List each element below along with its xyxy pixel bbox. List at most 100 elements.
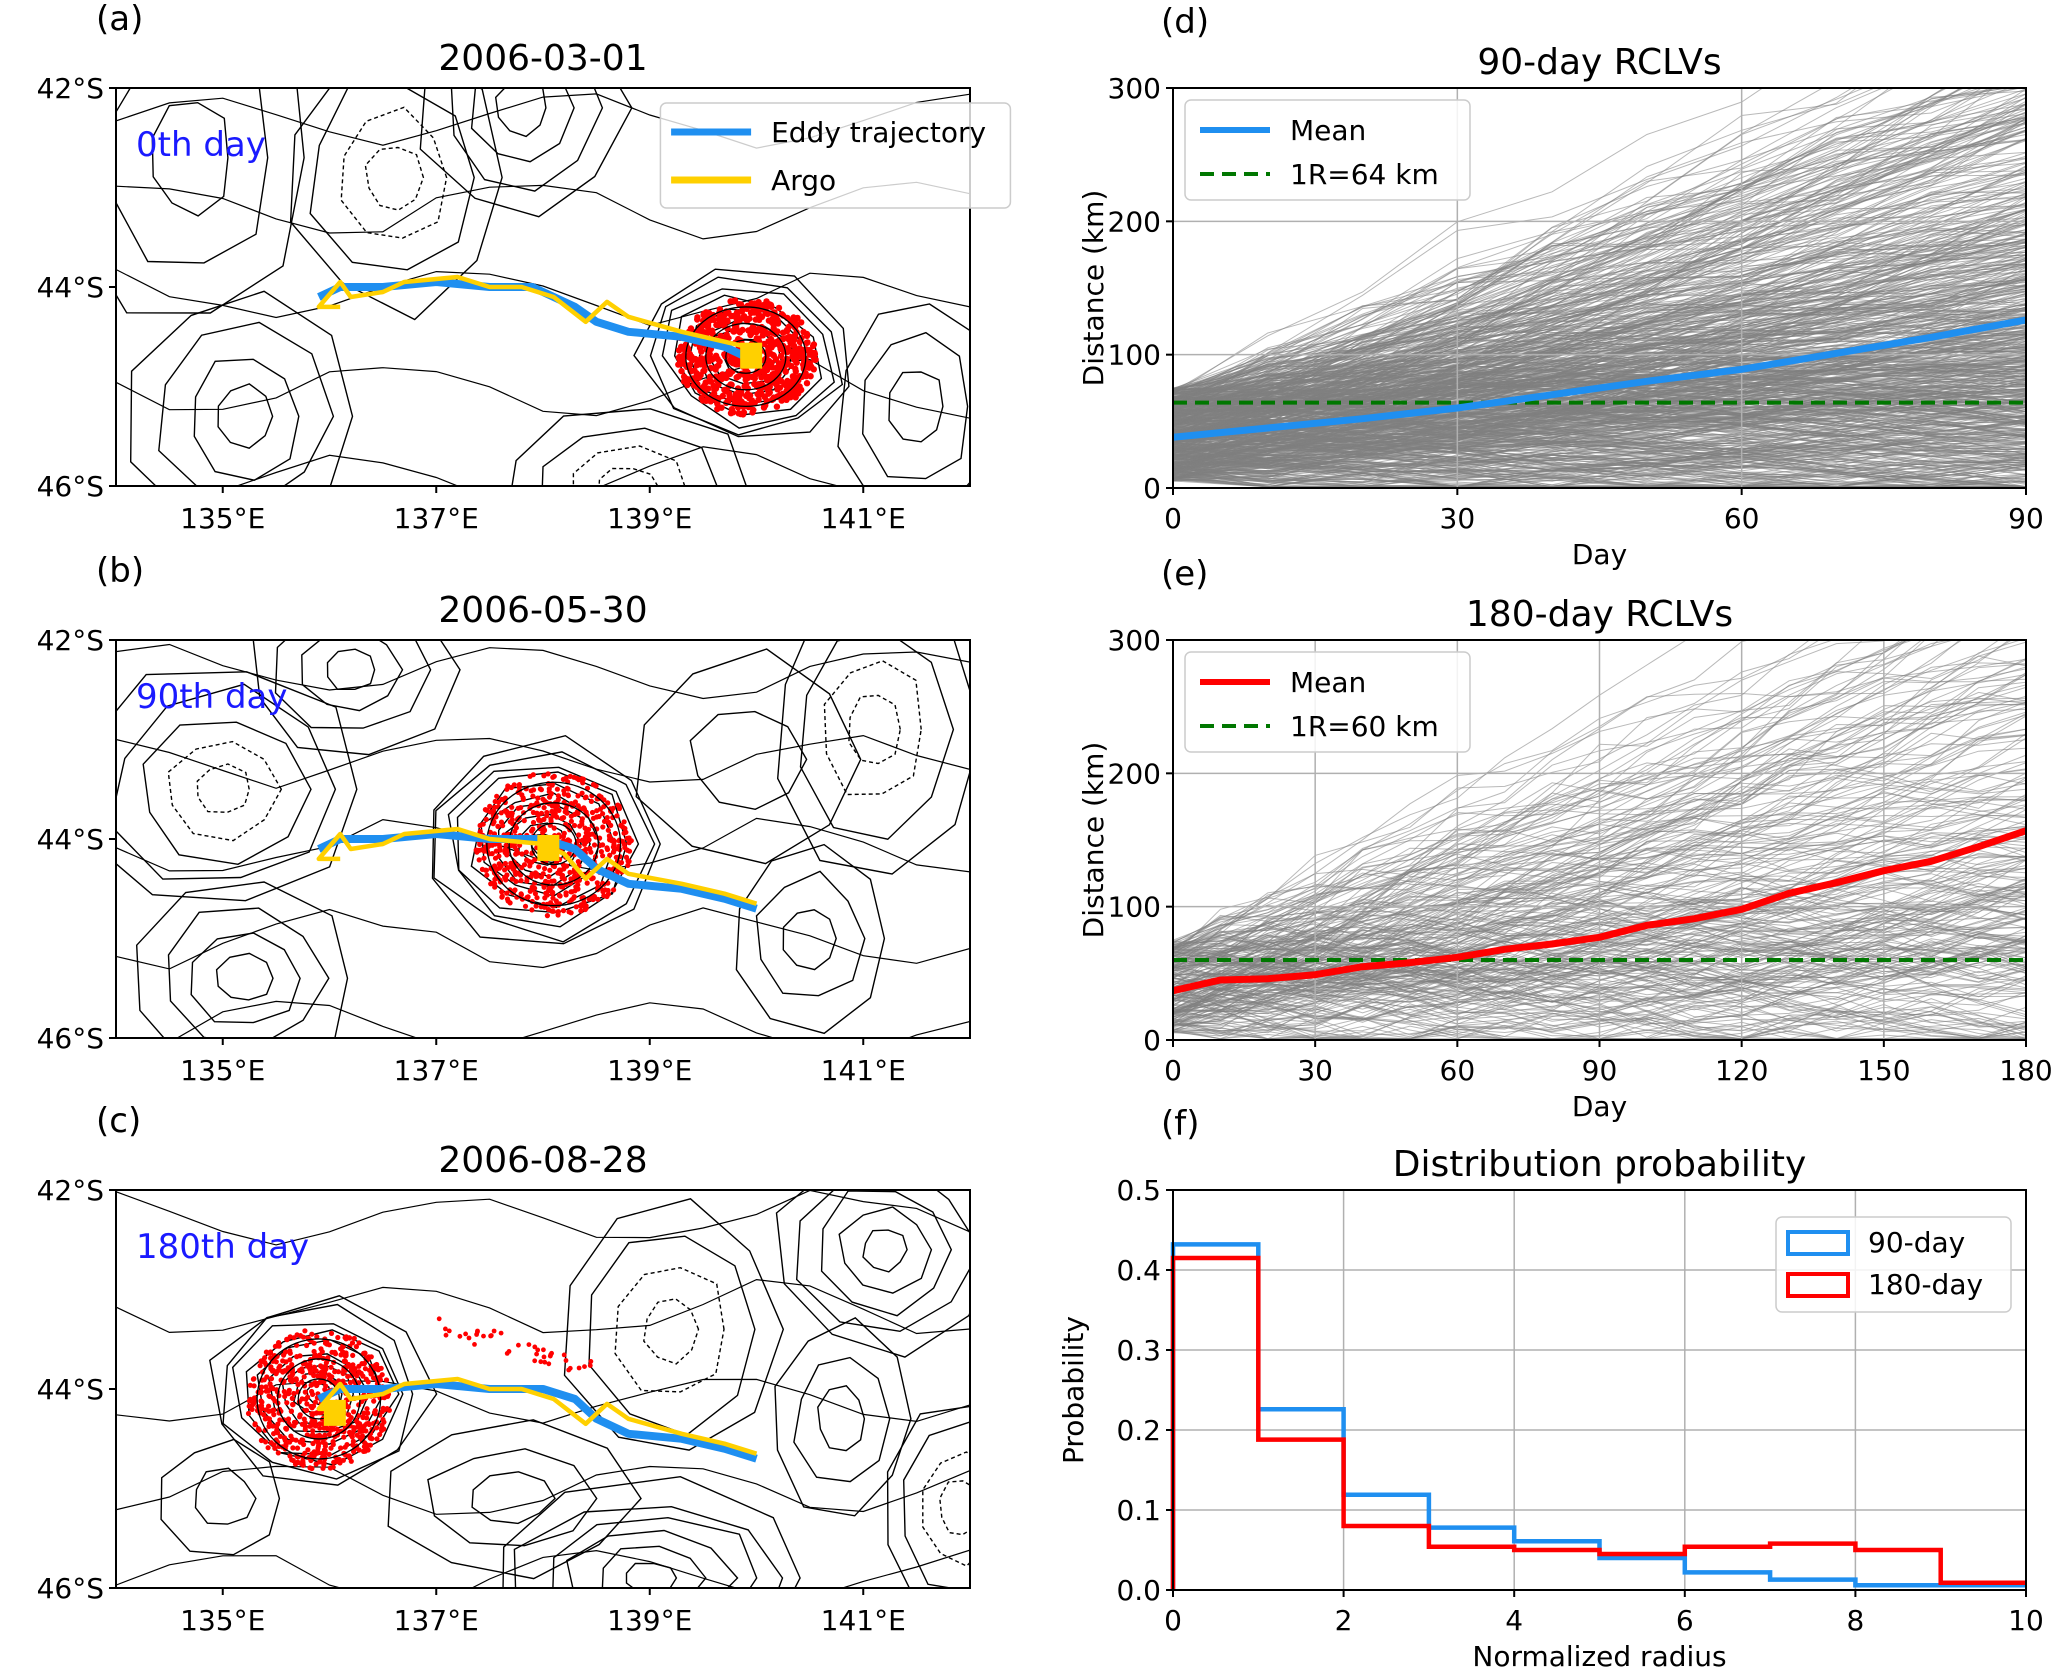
legend-label: Mean <box>1290 666 1366 699</box>
particle-marker <box>775 377 782 384</box>
contour-line <box>552 1516 758 1588</box>
contour-line <box>755 870 866 997</box>
particle-marker <box>502 867 508 873</box>
contour-line <box>222 1303 414 1480</box>
particle-marker <box>798 319 805 326</box>
particle-marker <box>607 852 613 858</box>
particle-marker <box>363 1376 369 1382</box>
particle-marker <box>261 1377 267 1383</box>
argo-track-line <box>316 1376 758 1456</box>
contour-line <box>135 881 349 1038</box>
particle-marker <box>479 866 485 873</box>
particle-marker <box>293 1437 299 1443</box>
particle-marker <box>563 890 569 896</box>
day-annotation: 90th day <box>136 677 288 717</box>
particle-marker <box>587 831 593 838</box>
contour-line <box>735 843 886 1035</box>
contour-line <box>309 88 475 271</box>
particle-marker <box>748 300 755 307</box>
particle-marker <box>600 853 606 859</box>
rclv-trajectory-line <box>1173 209 2026 416</box>
particle-marker <box>260 1358 266 1364</box>
rclv-trajectory-line <box>1173 409 2026 455</box>
particle-marker <box>476 857 482 863</box>
particle-marker <box>338 1352 344 1358</box>
particle-marker <box>764 362 771 369</box>
rclv-trajectory-line <box>1173 436 2026 482</box>
particle-marker <box>594 814 600 820</box>
contour-line <box>116 358 970 419</box>
contour-line <box>793 1356 891 1483</box>
axes-frame <box>1172 1189 2027 1591</box>
particle-marker <box>791 393 798 400</box>
panel-b-map: (b) 2006-05-30 90th day 42°S 44°S 46°S 135°E 13… <box>37 551 971 1087</box>
particle-marker <box>689 357 696 364</box>
particle-marker <box>522 903 529 909</box>
contour-line <box>289 88 503 321</box>
particle-marker <box>549 808 555 815</box>
particle-marker <box>794 314 801 322</box>
particle-marker <box>275 1450 281 1456</box>
particle-marker <box>571 822 578 829</box>
particle-marker <box>495 823 501 830</box>
particle-marker <box>802 370 809 377</box>
particle-marker <box>788 334 795 341</box>
particle-marker <box>347 1429 353 1435</box>
particle-marker <box>712 366 719 373</box>
particle-marker <box>508 784 514 791</box>
particle-marker <box>579 819 585 825</box>
rclv-trajectory-line <box>1173 266 2026 468</box>
particle-marker <box>463 1331 468 1337</box>
particle-marker <box>348 1367 354 1373</box>
particle-marker <box>259 1384 265 1390</box>
y-tick-label: 0.5 <box>1116 1174 1161 1207</box>
particle-marker <box>366 1421 372 1428</box>
particle-marker <box>754 370 761 377</box>
y-tick-label: 46°S <box>37 1022 104 1055</box>
rclv-trajectory-line <box>1173 463 2026 488</box>
particle-marker <box>600 811 606 817</box>
particle-marker <box>502 799 508 806</box>
particle-marker <box>372 1408 378 1414</box>
particle-marker <box>765 317 773 324</box>
particle-marker <box>704 323 711 331</box>
particle-marker <box>504 809 510 816</box>
particle-marker <box>546 1361 552 1367</box>
particle-marker <box>783 396 790 403</box>
rclv-trajectory-line <box>1173 445 2026 488</box>
particle-marker <box>361 1444 367 1450</box>
particle-marker <box>334 1426 340 1432</box>
particle-marker <box>361 1423 367 1429</box>
particle-marker <box>277 1433 283 1439</box>
particle-marker <box>285 1416 292 1422</box>
particle-marker <box>477 841 483 848</box>
rclv-trajectory-line <box>1173 473 2026 488</box>
particle-marker <box>789 353 796 360</box>
particle-marker <box>309 1419 315 1425</box>
particle-marker <box>573 904 579 910</box>
particle-marker <box>281 1352 287 1358</box>
rclv-trajectory-line <box>1173 365 2026 473</box>
particle-marker <box>598 849 605 855</box>
particle-marker <box>326 1451 332 1457</box>
legend: Eddy trajectory Argo <box>659 102 1012 209</box>
particle-marker <box>524 878 530 884</box>
particle-marker <box>310 1403 317 1409</box>
particle-marker <box>758 389 765 397</box>
y-tick-label: 0 <box>1143 1024 1161 1057</box>
rclv-trajectory-line <box>1173 318 2026 399</box>
particle-marker <box>271 1412 277 1418</box>
particle-marker <box>304 1432 310 1438</box>
particle-marker <box>368 1430 374 1437</box>
rclv-trajectory-line <box>1173 392 2026 448</box>
particle-marker <box>359 1437 365 1444</box>
particle-marker <box>555 909 561 916</box>
contour-line <box>643 1298 700 1365</box>
particle-marker <box>302 1450 308 1456</box>
particle-marker <box>347 1455 353 1461</box>
particle-marker <box>733 361 740 368</box>
rclv-trajectory-line <box>1173 130 2026 438</box>
particle-marker <box>772 318 779 325</box>
map-title: 2006-05-30 <box>438 590 647 631</box>
particle-marker <box>477 828 483 835</box>
